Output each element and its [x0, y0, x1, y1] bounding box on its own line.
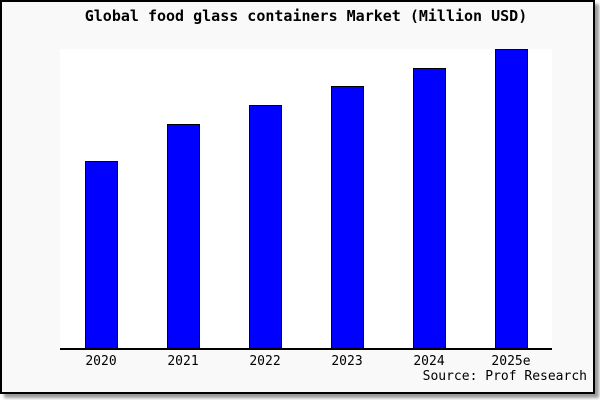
bar-2020 [84, 160, 118, 348]
source-credit: Source: Prof Research [422, 369, 587, 384]
bar-2025e [494, 49, 528, 348]
chart-title: Global food glass containers Market (Mil… [84, 7, 528, 25]
plot-area [60, 49, 552, 350]
bar-slot-2022 [224, 49, 306, 348]
x-tick-label-2025e: 2025e [491, 354, 531, 369]
bar-2022 [248, 104, 282, 348]
bar-slot-2023 [306, 49, 388, 348]
x-tick-label-2020: 2020 [85, 354, 117, 369]
bar-2024 [412, 67, 446, 348]
chart-card: Global food glass containers Market (Mil… [0, 0, 595, 394]
bar-slot-2021 [142, 49, 224, 348]
bar-slot-2024 [388, 49, 470, 348]
bar-2021 [166, 123, 200, 348]
x-tick-label-2022: 2022 [249, 354, 281, 369]
bars-container [60, 49, 552, 348]
x-axis-labels: 2020 2021 2022 2023 2024 2025e [60, 354, 552, 369]
x-tick-label-2024: 2024 [413, 354, 445, 369]
x-tick-label-2021: 2021 [167, 354, 199, 369]
bar-slot-2025e [470, 49, 552, 348]
x-tick-label-2023: 2023 [331, 354, 363, 369]
bar-slot-2020 [60, 49, 142, 348]
bar-2023 [330, 85, 364, 348]
